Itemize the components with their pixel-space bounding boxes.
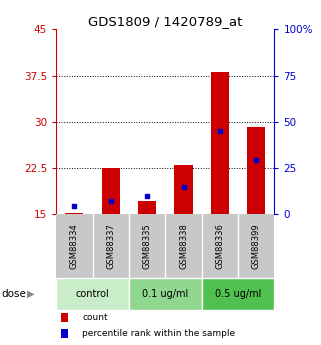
Bar <box>129 278 202 310</box>
Text: GSM88399: GSM88399 <box>252 223 261 269</box>
Text: GSM88336: GSM88336 <box>215 223 224 269</box>
Point <box>217 128 222 134</box>
Text: dose: dose <box>2 289 26 299</box>
Point <box>144 193 150 199</box>
Text: 0.5 ug/ml: 0.5 ug/ml <box>215 289 261 299</box>
Text: GSM88337: GSM88337 <box>106 223 115 269</box>
Point <box>72 204 77 209</box>
Bar <box>61 329 68 338</box>
Bar <box>61 313 68 323</box>
Point <box>254 157 259 163</box>
Point <box>181 184 186 189</box>
Bar <box>211 72 229 214</box>
Bar <box>56 278 129 310</box>
Text: 0.1 ug/ml: 0.1 ug/ml <box>142 289 188 299</box>
Bar <box>102 168 120 214</box>
Text: ▶: ▶ <box>27 289 35 299</box>
Bar <box>65 213 83 214</box>
Title: GDS1809 / 1420789_at: GDS1809 / 1420789_at <box>88 15 242 28</box>
Text: percentile rank within the sample: percentile rank within the sample <box>82 329 236 338</box>
Bar <box>247 127 265 214</box>
Text: GSM88335: GSM88335 <box>143 223 152 269</box>
Text: GSM88334: GSM88334 <box>70 223 79 269</box>
Bar <box>138 201 156 214</box>
Text: count: count <box>82 313 108 322</box>
Bar <box>202 278 274 310</box>
Point <box>108 198 113 204</box>
Bar <box>174 165 193 214</box>
Text: control: control <box>76 289 109 299</box>
Text: GSM88338: GSM88338 <box>179 223 188 269</box>
